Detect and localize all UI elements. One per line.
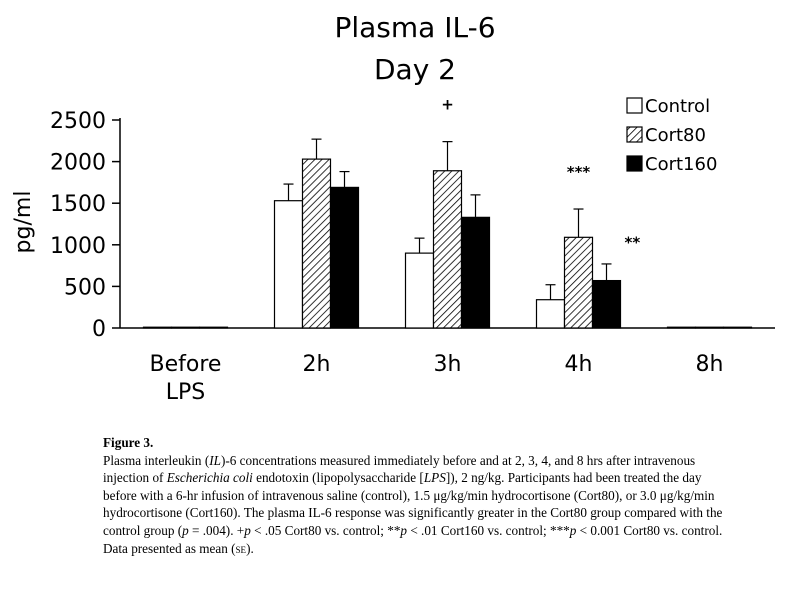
- figure-caption: Figure 3. Plasma interleukin (IL)-6 conc…: [103, 435, 723, 556]
- significance-marker: **: [625, 233, 641, 251]
- bar-cort80: [694, 326, 725, 329]
- bar-cort80: [432, 170, 463, 329]
- bar-cort160: [460, 216, 491, 329]
- y-tick-label: 2500: [50, 109, 106, 134]
- legend-swatch-control: [626, 97, 643, 114]
- x-tick-label: 2h: [303, 352, 331, 377]
- y-tick-label: 1500: [50, 192, 106, 217]
- bar-control: [273, 200, 304, 329]
- legend-label-cort160: Cort160: [645, 154, 717, 175]
- x-tick-label: 3h: [434, 352, 462, 377]
- legend-label-control: Control: [645, 96, 710, 117]
- legend-label-cort80: Cort80: [645, 125, 706, 146]
- x-tick-label: LPS: [166, 380, 206, 405]
- significance-marker: ***: [567, 163, 591, 181]
- bar-cort80: [563, 236, 594, 329]
- chart-subtitle: Day 2: [374, 53, 456, 86]
- significance-marker: +: [441, 96, 454, 114]
- y-tick-label: 1000: [50, 234, 106, 259]
- bar-cort160: [591, 279, 622, 329]
- bar-cort160: [329, 186, 360, 329]
- legend-swatch-cort80: [626, 126, 643, 143]
- bar-cort160: [722, 326, 753, 329]
- y-axis-label: pg/ml: [11, 191, 36, 254]
- x-tick-label: Before: [150, 352, 222, 377]
- bar-control: [535, 299, 566, 329]
- bar-control: [666, 326, 697, 329]
- bar-control: [142, 326, 173, 329]
- chart-title: Plasma IL-6: [334, 11, 495, 44]
- y-tick-label: 500: [64, 275, 106, 300]
- bar-cort80: [170, 326, 201, 329]
- chart: Plasma IL-6 Day 2 pg/ml 0 500 1000 1500 2000…: [11, 11, 775, 405]
- y-tick-label: 2000: [50, 151, 106, 176]
- y-tick-label: 0: [92, 317, 106, 342]
- x-tick-label: 8h: [696, 352, 724, 377]
- legend-swatch-cort160: [626, 155, 643, 172]
- bar-cort160: [198, 326, 229, 329]
- bar-cort80: [301, 158, 332, 329]
- x-tick-label: 4h: [565, 352, 593, 377]
- figure-label: Figure 3.: [103, 435, 154, 450]
- bar-control: [404, 252, 435, 329]
